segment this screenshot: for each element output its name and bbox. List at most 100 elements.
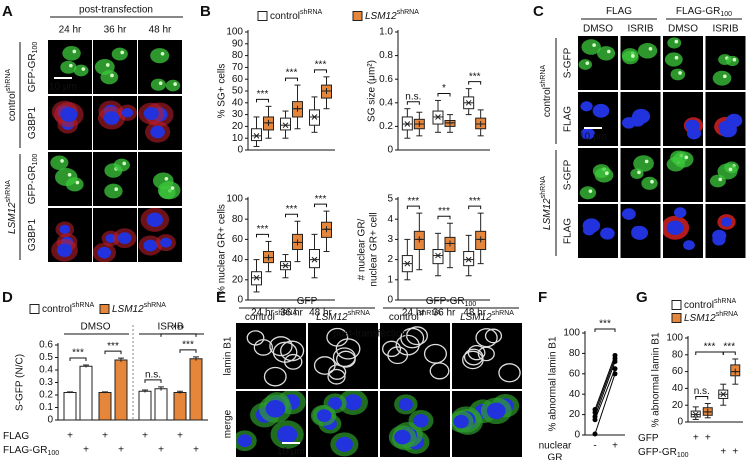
scale-bar-label: 10 μm (579, 132, 607, 143)
significance: *** (704, 342, 716, 353)
nucleus (59, 224, 71, 234)
granule (164, 176, 169, 181)
y-tick-label: 1.0 (379, 27, 393, 38)
granule (644, 159, 649, 164)
box (432, 249, 444, 265)
scale-bar-label: 10 μm (277, 447, 305, 458)
nucleus (121, 107, 133, 118)
box-marker (416, 236, 423, 243)
row-label: S-GFP (563, 159, 574, 190)
lamina (284, 353, 303, 370)
nucleus (146, 212, 164, 227)
x-tick-label: 36 hr (433, 308, 456, 319)
granule (72, 49, 77, 54)
x-tick-label: 48 hr (463, 308, 486, 319)
box-marker (465, 99, 472, 106)
cell (152, 172, 174, 190)
granule (718, 177, 723, 182)
group-label: LSM12shRNA (540, 176, 553, 230)
significance: *** (315, 194, 327, 205)
bar (63, 392, 77, 421)
header: GFP-GR100 (426, 296, 477, 308)
micrograph (620, 92, 661, 146)
y-tick-label: 0 (47, 415, 53, 426)
y-tick-label: 0.1 (39, 402, 53, 413)
error-bar (67, 391, 73, 394)
cell (621, 50, 639, 65)
y-tick-label: 80 (672, 349, 684, 360)
panel-label: A (2, 3, 13, 20)
box (280, 117, 291, 131)
y-tick-label: 60 (232, 74, 244, 85)
bar (154, 388, 168, 421)
granule (588, 189, 593, 193)
cell (673, 151, 694, 168)
x-tick-label: 36 hr (280, 308, 303, 319)
cell (717, 163, 738, 180)
y-tick-label: 40 (232, 97, 244, 108)
lamina (477, 346, 495, 362)
box-marker (477, 236, 484, 243)
lamina (263, 366, 287, 387)
nucleus (413, 414, 429, 428)
nucleus (712, 229, 727, 242)
lamina (498, 363, 521, 383)
nucleus (97, 246, 112, 259)
error-bar (177, 390, 183, 394)
significance: * (442, 83, 446, 94)
cell (73, 64, 89, 77)
y-tick-label: 0 (677, 417, 683, 428)
lamina (387, 346, 409, 365)
column-label: 24 hr (59, 25, 82, 36)
nucleus (237, 434, 253, 448)
box-marker (282, 262, 289, 269)
micrograph (578, 36, 618, 90)
micrograph (663, 148, 703, 202)
panel-label: F (538, 289, 547, 306)
granule (723, 74, 727, 79)
box-marker (465, 256, 472, 263)
lamina (467, 344, 486, 361)
row-mark: + (720, 447, 726, 458)
header-part: GFP (297, 296, 318, 307)
box-marker (404, 121, 411, 127)
cell (150, 48, 170, 64)
box-marker (416, 121, 423, 128)
header: FLAG-GR100 (676, 6, 732, 18)
granule (592, 43, 596, 47)
significance-bracket (256, 98, 269, 103)
error-bar (102, 391, 108, 394)
significance-bracket (722, 351, 736, 355)
granule (60, 159, 64, 163)
x-tick-label: 24 hr (402, 308, 425, 319)
y-tick-label: 40 (672, 383, 684, 394)
row-mark: + (142, 431, 148, 442)
significance-bracket (695, 396, 709, 400)
lamina (332, 347, 356, 368)
cell (664, 52, 683, 67)
group-label: controlshRNA (5, 69, 18, 122)
group-label-part: shRNA (540, 176, 547, 199)
nucleus (160, 237, 172, 248)
row-mark: + (102, 431, 108, 442)
box-marker (447, 119, 453, 126)
group-label-part: shRNA (5, 180, 12, 203)
granule (605, 171, 609, 175)
granule (120, 50, 125, 55)
row-mark: + (693, 433, 699, 444)
row-label-part: FLAG (3, 431, 29, 442)
row-label-part: 100 (677, 452, 689, 459)
granule (650, 179, 654, 184)
micrograph (308, 323, 378, 389)
header-part: GFP-GR (426, 296, 465, 307)
box-marker (435, 114, 441, 120)
y-tick-label: 4 (387, 214, 393, 225)
column-label: ISRIB (627, 24, 653, 35)
row-label: lamin B1 (223, 336, 234, 375)
granule (69, 63, 73, 68)
column-label-part: shRNA (348, 310, 371, 317)
box-marker (282, 122, 289, 129)
legend-label: controlshRNA (270, 9, 323, 22)
y-tick-label: 100 (666, 333, 683, 344)
lamina (484, 328, 503, 344)
